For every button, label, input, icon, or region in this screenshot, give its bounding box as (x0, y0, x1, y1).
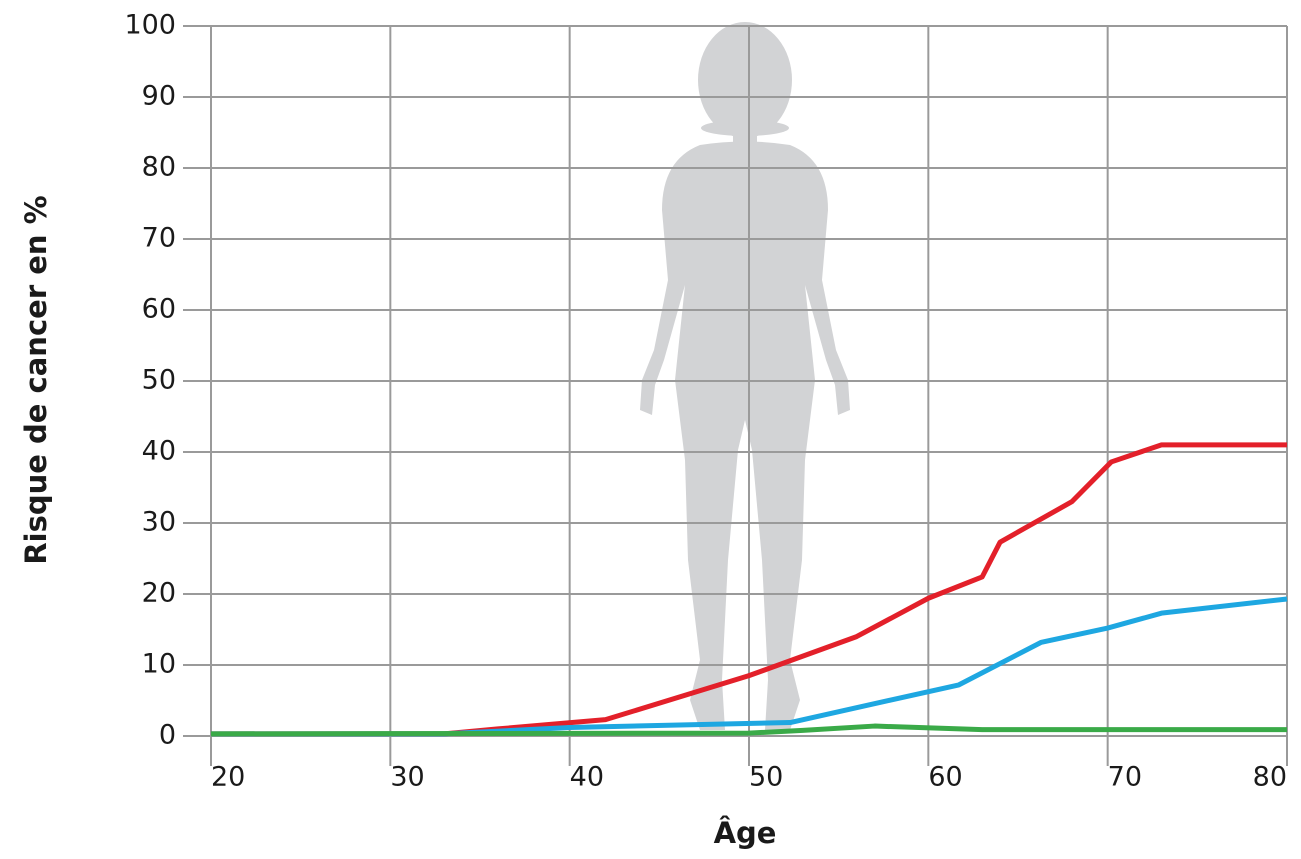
y-tick-label: 40 (142, 436, 176, 467)
y-tick-label: 20 (142, 578, 176, 609)
y-tick-label: 60 (142, 294, 176, 325)
y-tick-label: 70 (142, 223, 176, 254)
x-tick-label: 50 (749, 762, 783, 793)
y-tick-label: 0 (159, 720, 176, 751)
x-axis-title: Âge (714, 816, 777, 850)
y-axis-title: Risque de cancer en % (19, 195, 53, 564)
x-tick-label: 40 (570, 762, 604, 793)
woman-silhouette (640, 22, 850, 730)
x-tick-label: 60 (928, 762, 962, 793)
x-tick-label: 30 (390, 762, 424, 793)
chart: Âge Risque de cancer en % 0 10 20 30 40 50 60 7… (0, 0, 1301, 859)
x-tick-label: 80 (1253, 762, 1287, 793)
y-tick-label: 30 (142, 507, 176, 538)
y-tick-label: 80 (142, 152, 176, 183)
y-tick-label: 100 (124, 10, 176, 41)
y-tick-label: 50 (142, 365, 176, 396)
x-tick-label: 70 (1108, 762, 1142, 793)
x-tick-label: 20 (211, 762, 245, 793)
y-tick-label: 10 (142, 649, 176, 680)
y-tick-label: 90 (142, 81, 176, 112)
